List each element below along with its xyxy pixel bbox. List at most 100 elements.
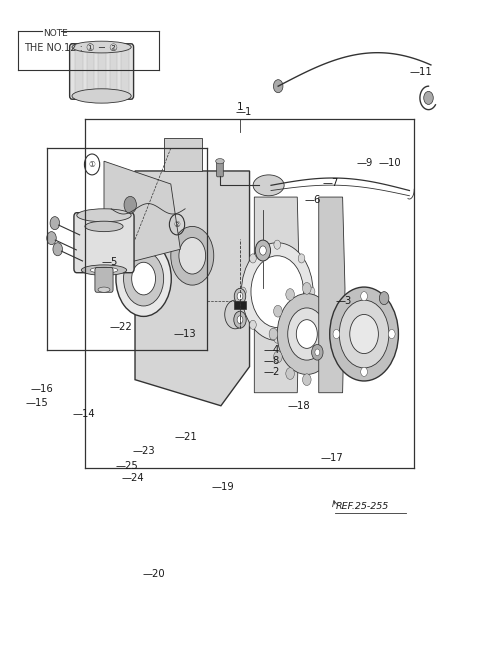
Circle shape [286,367,294,379]
Circle shape [240,287,246,296]
Circle shape [330,287,398,381]
Text: NOTE: NOTE [43,29,68,39]
Circle shape [286,289,294,301]
Circle shape [332,305,340,317]
Ellipse shape [72,41,131,53]
Circle shape [315,349,320,356]
Circle shape [333,329,340,339]
Ellipse shape [253,175,284,196]
Circle shape [298,320,305,329]
Circle shape [312,345,323,360]
Circle shape [361,367,367,377]
Text: —9: —9 [357,158,373,168]
FancyBboxPatch shape [74,213,134,272]
Text: —19: —19 [211,482,234,493]
Ellipse shape [72,89,131,103]
Circle shape [302,374,311,386]
Text: —21: —21 [174,432,197,442]
Circle shape [251,255,303,328]
Circle shape [339,300,389,368]
Text: THE NO.12 : ① − ②: THE NO.12 : ① − ② [24,43,118,53]
Text: —3: —3 [336,297,352,307]
FancyBboxPatch shape [110,50,117,94]
Circle shape [274,240,281,250]
Text: —17: —17 [320,453,343,463]
Text: —1: —1 [235,107,252,117]
Text: —2: —2 [264,367,280,377]
FancyBboxPatch shape [216,160,223,177]
Text: ②: ② [174,220,180,229]
Circle shape [260,246,266,255]
Polygon shape [104,161,180,269]
Text: —5: —5 [102,257,118,267]
Polygon shape [135,171,250,405]
Circle shape [116,241,171,316]
Text: —18: —18 [288,401,311,411]
Text: —4: —4 [264,345,280,355]
Circle shape [288,308,326,360]
Text: —24: —24 [121,472,144,483]
Text: —6: —6 [304,195,321,205]
Circle shape [234,311,246,328]
Circle shape [319,367,328,379]
Circle shape [269,328,278,340]
Ellipse shape [77,209,131,222]
Circle shape [179,238,205,274]
Circle shape [332,351,340,363]
FancyBboxPatch shape [87,50,95,94]
Circle shape [274,351,282,363]
Circle shape [250,320,256,329]
Ellipse shape [98,287,110,292]
Text: —15: —15 [25,398,48,407]
Text: —8: —8 [264,356,280,366]
FancyBboxPatch shape [95,267,113,292]
Text: —11: —11 [409,67,432,77]
Text: ①: ① [89,160,96,169]
Circle shape [424,92,433,104]
Circle shape [379,291,389,305]
Circle shape [302,282,311,294]
Circle shape [274,305,282,317]
Text: —25: —25 [116,460,139,471]
Circle shape [124,196,136,214]
Text: —10: —10 [378,158,401,168]
Circle shape [296,320,317,348]
Ellipse shape [85,221,123,232]
Circle shape [237,292,243,300]
Text: —23: —23 [132,447,155,457]
Circle shape [53,243,62,255]
Circle shape [171,227,214,285]
Circle shape [250,254,256,263]
Polygon shape [254,197,300,393]
Circle shape [274,334,281,343]
Circle shape [132,262,156,295]
Text: REF.25-255: REF.25-255 [336,502,389,512]
Polygon shape [164,138,202,171]
Circle shape [319,289,328,301]
FancyBboxPatch shape [98,50,106,94]
Text: —7: —7 [322,178,338,188]
Text: —22: —22 [109,322,132,333]
FancyBboxPatch shape [75,50,83,94]
Circle shape [255,240,271,261]
Circle shape [237,316,243,324]
Text: —13: —13 [173,329,196,339]
Circle shape [350,314,378,354]
Circle shape [274,80,283,93]
Ellipse shape [90,267,118,273]
FancyBboxPatch shape [234,301,246,309]
Circle shape [388,329,395,339]
Text: 1: 1 [237,102,243,112]
Circle shape [50,217,60,230]
Polygon shape [319,197,345,393]
Text: —16: —16 [30,384,53,394]
Circle shape [234,288,246,304]
Circle shape [277,293,336,375]
Circle shape [225,300,246,329]
Ellipse shape [81,265,127,275]
Circle shape [241,243,313,341]
Text: —20: —20 [142,569,165,579]
Circle shape [361,291,367,301]
Text: —14: —14 [72,409,95,419]
Circle shape [308,287,315,296]
